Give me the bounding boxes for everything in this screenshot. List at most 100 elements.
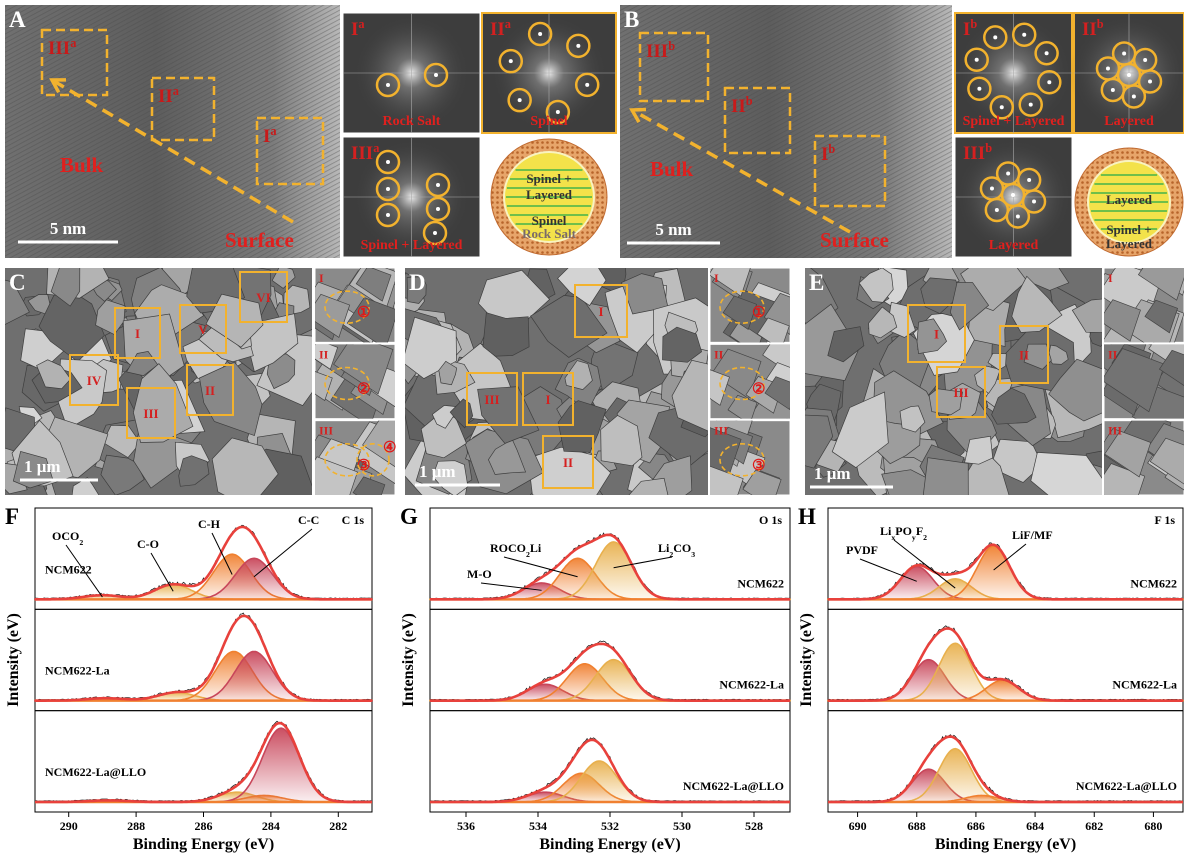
fft-spot xyxy=(1032,200,1036,204)
inset-title-part: a xyxy=(373,141,379,155)
inset-title-part: III xyxy=(963,143,985,164)
mark-number: ③ xyxy=(752,458,765,474)
inset-phase: Layered xyxy=(1104,114,1154,129)
inset-label: I xyxy=(1108,271,1113,285)
region-label: III xyxy=(953,385,968,400)
region-label: I xyxy=(135,326,140,341)
mark-number: ② xyxy=(357,382,370,398)
peak-label-part: Li xyxy=(658,541,670,555)
x-tick-label: 284 xyxy=(262,819,280,833)
region-label-part: I xyxy=(263,126,270,147)
peak-label-part: F xyxy=(916,524,923,538)
panel-letter: B xyxy=(624,7,639,32)
y-axis-label: Intensity (eV) xyxy=(798,613,815,707)
inset-phase: Spinel + Layered xyxy=(963,114,1065,129)
fft-spot xyxy=(1006,172,1010,176)
x-tick-label: 286 xyxy=(195,819,213,833)
fitted-peak xyxy=(828,749,1183,802)
fitted-peak xyxy=(35,554,372,599)
inset-title-part: I xyxy=(963,19,970,40)
fft-spot xyxy=(433,231,437,235)
x-tick-label: 684 xyxy=(1026,819,1044,833)
inset-label: I xyxy=(714,271,719,285)
fft-spot xyxy=(436,183,440,187)
inset-title-part: II xyxy=(490,19,505,40)
sample-name: NCM622-La xyxy=(1112,678,1177,692)
mark-number: ① xyxy=(752,305,765,321)
peak-label: OCO2 xyxy=(52,529,83,547)
x-tick-label: 290 xyxy=(60,819,78,833)
peak-label: M-O xyxy=(467,567,492,581)
peak-label-part: PVDF xyxy=(846,543,878,557)
peak-label-part: C-C xyxy=(298,513,319,527)
mark-number: ④ xyxy=(383,440,396,456)
scale-label: 1 μm xyxy=(814,464,851,483)
core-level: F 1s xyxy=(1154,513,1175,527)
peak-label: LixPOyF2 xyxy=(880,524,927,542)
core-level: O 1s xyxy=(759,513,782,527)
region-label-part: a xyxy=(70,36,76,50)
fft-spot xyxy=(386,213,390,217)
peak-label: C-O xyxy=(137,537,159,551)
sem-grain xyxy=(922,458,968,508)
fft-spot xyxy=(1029,103,1033,107)
sample-name: NCM622-La xyxy=(45,664,110,678)
region-label-part: I xyxy=(821,144,828,165)
fft-spot xyxy=(1111,88,1115,92)
peak-label-part: OCO xyxy=(52,529,79,543)
peak-label: Li2CO3 xyxy=(658,541,695,559)
fft-spot xyxy=(1027,178,1031,182)
x-tick-label: 536 xyxy=(457,819,475,833)
x-tick-label: 686 xyxy=(967,819,985,833)
peak-label-part: C-O xyxy=(137,537,159,551)
inset-label: III xyxy=(714,424,728,438)
fft-spot xyxy=(975,58,979,62)
panel-letter: E xyxy=(809,270,824,295)
fft-spot xyxy=(1022,33,1026,37)
region-label: I xyxy=(598,304,603,319)
region-label-part: b xyxy=(668,39,675,53)
fit-envelope xyxy=(35,723,372,802)
region-label: II xyxy=(1019,348,1029,363)
fft-spot xyxy=(1143,58,1147,62)
x-tick-label: 690 xyxy=(849,819,867,833)
surface-label: Surface xyxy=(820,228,889,252)
inset-label: III xyxy=(1108,424,1122,438)
x-tick-label: 534 xyxy=(529,819,547,833)
peak-label-part: PO xyxy=(895,524,912,538)
region-label-part: a xyxy=(173,84,179,98)
region-label: II xyxy=(563,455,573,470)
bulk-label: Bulk xyxy=(650,157,694,181)
x-axis-label: Binding Energy (eV) xyxy=(133,836,274,853)
peak-label: ROCO2Li xyxy=(490,541,542,559)
fft-spot xyxy=(993,35,997,39)
peak-label-part: CO xyxy=(673,541,691,555)
raw-spectrum xyxy=(35,721,372,801)
inset-title-part: b xyxy=(985,141,992,155)
x-tick-label: 532 xyxy=(601,819,619,833)
region-label-part: b xyxy=(746,94,753,108)
inset-phase: Spinel xyxy=(530,114,567,129)
sample-name: NCM622 xyxy=(737,576,784,590)
region-label-part: III xyxy=(48,38,70,59)
schematic-label: Rock Salt xyxy=(522,226,576,241)
peak-label-part: 3 xyxy=(691,550,695,559)
fft-spot xyxy=(1127,73,1131,77)
x-tick-label: 688 xyxy=(908,819,926,833)
x-tick-label: 528 xyxy=(745,819,763,833)
peak-label-part: Li xyxy=(880,524,892,538)
panel-letter: D xyxy=(409,270,426,295)
fft-spot xyxy=(434,73,438,77)
inset-title-part: III xyxy=(351,143,373,164)
inset-label: II xyxy=(1108,347,1118,361)
mark-number: ① xyxy=(357,305,370,321)
sample-name: NCM622-La@LLO xyxy=(683,779,784,793)
fft-spot xyxy=(1011,193,1015,197)
inset-label: III xyxy=(319,424,333,438)
scale-label: 1 μm xyxy=(419,462,456,481)
inset-label: II xyxy=(714,347,724,361)
fft-spot xyxy=(1000,105,1004,109)
fft-spot xyxy=(990,186,994,190)
fft-spot xyxy=(518,98,522,102)
peak-label: LiF/MF xyxy=(1012,528,1053,542)
